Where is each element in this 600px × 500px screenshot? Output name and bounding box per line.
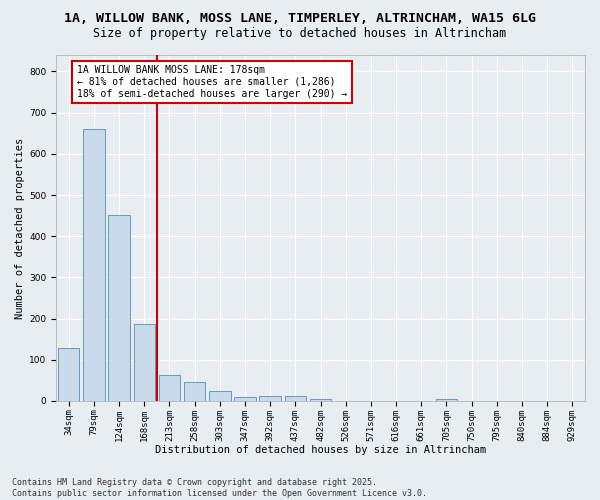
- Bar: [235, 397, 256, 401]
- Bar: [284, 396, 306, 401]
- Bar: [259, 396, 281, 401]
- Bar: [310, 399, 331, 401]
- Bar: [159, 375, 180, 401]
- Y-axis label: Number of detached properties: Number of detached properties: [15, 138, 25, 318]
- Bar: [83, 129, 104, 401]
- Bar: [436, 399, 457, 401]
- Bar: [209, 390, 230, 401]
- Bar: [184, 382, 205, 401]
- Bar: [109, 215, 130, 401]
- Bar: [58, 348, 79, 401]
- Bar: [134, 324, 155, 401]
- X-axis label: Distribution of detached houses by size in Altrincham: Distribution of detached houses by size …: [155, 445, 486, 455]
- Text: Size of property relative to detached houses in Altrincham: Size of property relative to detached ho…: [94, 28, 506, 40]
- Text: 1A WILLOW BANK MOSS LANE: 178sqm
← 81% of detached houses are smaller (1,286)
18: 1A WILLOW BANK MOSS LANE: 178sqm ← 81% o…: [77, 66, 347, 98]
- Text: Contains HM Land Registry data © Crown copyright and database right 2025.
Contai: Contains HM Land Registry data © Crown c…: [12, 478, 427, 498]
- Text: 1A, WILLOW BANK, MOSS LANE, TIMPERLEY, ALTRINCHAM, WA15 6LG: 1A, WILLOW BANK, MOSS LANE, TIMPERLEY, A…: [64, 12, 536, 26]
